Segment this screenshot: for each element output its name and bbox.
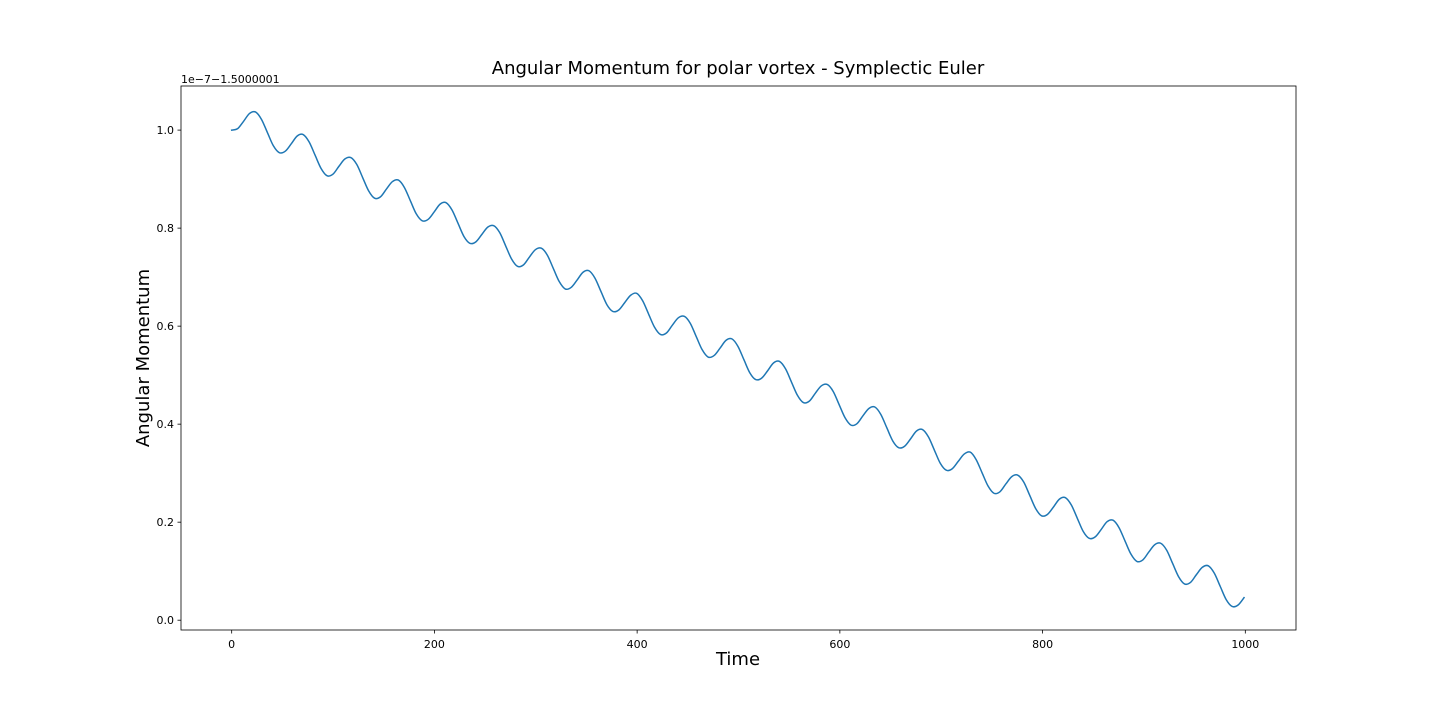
y-tick-label: 1.0 [157,124,175,137]
plot-frame [180,85,1297,631]
x-tick-label: 0 [228,638,235,651]
y-tick-label: 0.0 [157,614,175,627]
y-axis-label: Angular Momentum [133,269,154,447]
y-tick-label: 0.6 [157,320,175,333]
y-tick-label: 0.4 [157,418,175,431]
x-tick-label: 800 [1032,638,1053,651]
x-tick-label: 200 [424,638,445,651]
data-line [230,110,1246,608]
chart-title: Angular Momentum for polar vortex - Symp… [492,58,985,79]
x-tick-label: 600 [829,638,850,651]
y-offset-text: 1e−7−1.5000001 [181,73,280,86]
x-tick-label: 1000 [1231,638,1259,651]
x-tick-label: 400 [627,638,648,651]
x-axis-label: Time [715,649,760,670]
y-tick-label: 0.2 [157,516,175,529]
y-tick-label: 0.8 [157,222,175,235]
